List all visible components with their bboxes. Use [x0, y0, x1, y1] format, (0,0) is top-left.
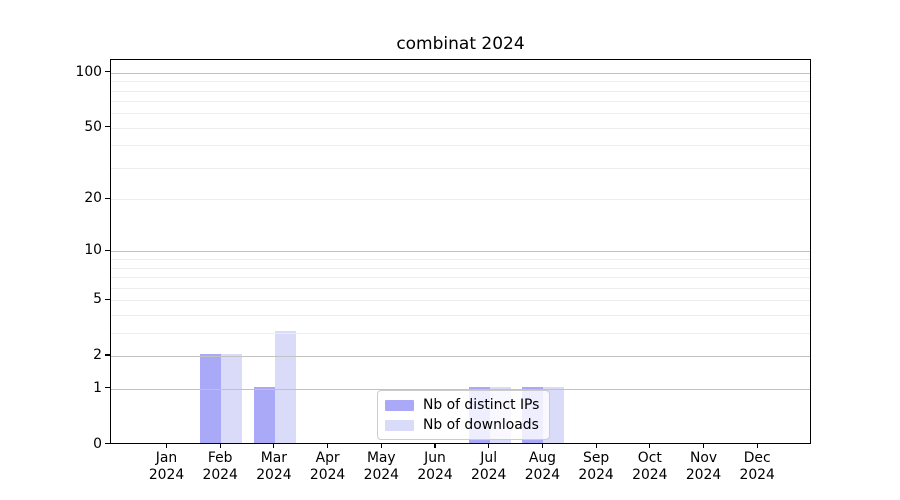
major-gridline	[111, 356, 810, 357]
y-tick-mark	[105, 354, 110, 356]
x-tick-month: Aug	[528, 450, 556, 466]
x-tick-year: 2024	[417, 467, 453, 483]
x-tick-label: Apr 2024	[298, 450, 358, 484]
x-tick-label: Sep 2024	[566, 450, 626, 484]
x-tick-mark	[380, 443, 382, 448]
y-tick-label: 20	[84, 190, 102, 207]
x-tick-label: Aug 2024	[512, 450, 572, 484]
x-tick-mark	[702, 443, 705, 448]
y-tick-label: 5	[93, 291, 102, 308]
minor-gridline	[111, 267, 810, 269]
x-tick-month: Apr	[315, 450, 340, 466]
x-tick-year: 2024	[471, 467, 507, 483]
x-tick-year: 2024	[578, 467, 614, 483]
y-tick-label: 50	[84, 118, 102, 135]
x-tick-mark	[649, 443, 651, 448]
minor-gridline	[111, 199, 810, 201]
x-tick-label: Mar 2024	[244, 450, 304, 484]
bar-feb-downloads	[221, 354, 243, 443]
x-tick-mark	[434, 443, 436, 448]
x-tick-label: Jul 2024	[459, 450, 519, 484]
x-tick-label: May 2024	[351, 450, 411, 484]
bar-mar-distinct-ips	[253, 386, 275, 443]
legend-swatch	[385, 420, 414, 431]
x-tick-mark	[541, 443, 543, 448]
x-tick-month: Sep	[583, 450, 610, 466]
y-tick-mark	[105, 197, 110, 199]
x-tick-label: Oct 2024	[620, 450, 680, 484]
x-tick-month: Jun	[424, 450, 446, 466]
x-tick-year: 2024	[739, 467, 775, 483]
minor-gridline	[111, 81, 810, 83]
minor-gridline	[111, 277, 810, 278]
minor-gridline	[111, 90, 810, 92]
major-gridline	[111, 388, 810, 390]
y-tick-label: 10	[84, 242, 102, 259]
major-gridline	[111, 251, 810, 253]
bar-feb-distinct-ips	[200, 354, 222, 443]
minor-gridline	[111, 127, 810, 129]
legend: Nb of distinct IPs Nb of downloads	[377, 390, 551, 440]
x-tick-mark	[488, 443, 490, 448]
legend-label: Nb of distinct IPs	[423, 397, 540, 413]
x-tick-month: Mar	[260, 450, 287, 466]
x-tick-mark	[327, 443, 329, 448]
x-tick-month: Nov	[689, 450, 718, 466]
minor-gridline	[111, 314, 810, 316]
minor-gridline	[111, 332, 810, 334]
x-tick-year: 2024	[524, 467, 561, 483]
x-tick-month: Feb	[207, 450, 233, 466]
x-tick-label: Dec 2024	[727, 450, 787, 484]
x-tick-month: Dec	[743, 450, 771, 466]
x-tick-month: May	[366, 450, 396, 466]
legend-item: Nb of distinct IPs	[385, 396, 539, 415]
minor-gridline	[111, 259, 810, 260]
minor-gridline	[111, 287, 810, 289]
x-tick-year: 2024	[632, 467, 668, 483]
x-tick-month: Jan	[155, 450, 178, 466]
x-tick-year: 2024	[685, 467, 722, 483]
legend-item: Nb of downloads	[385, 416, 539, 435]
x-tick-month: Jul	[480, 450, 498, 466]
x-tick-year: 2024	[256, 467, 292, 483]
x-tick-label: Jun 2024	[405, 450, 465, 484]
x-tick-year: 2024	[202, 467, 238, 483]
minor-gridline	[111, 167, 810, 169]
y-tick-mark	[105, 126, 110, 128]
x-tick-mark	[165, 443, 168, 448]
y-tick-label: 0	[93, 435, 102, 452]
x-tick-mark	[756, 443, 758, 448]
y-tick-mark	[105, 442, 110, 445]
x-tick-year: 2024	[148, 467, 185, 483]
y-tick-label: 2	[93, 347, 102, 363]
x-tick-year: 2024	[309, 467, 346, 483]
x-tick-label: Nov 2024	[674, 450, 734, 484]
minor-gridline	[111, 300, 810, 302]
legend-label: Nb of downloads	[423, 417, 539, 433]
y-tick-mark	[105, 249, 110, 251]
x-tick-mark	[219, 443, 221, 448]
y-tick-mark	[105, 387, 110, 389]
y-tick-label: 100	[75, 63, 102, 80]
x-tick-mark	[273, 443, 275, 448]
y-tick-mark	[105, 298, 110, 300]
minor-gridline	[111, 145, 810, 147]
x-tick-label: Jan 2024	[137, 450, 197, 484]
x-tick-label: Feb 2024	[190, 450, 250, 484]
x-tick-month: Oct	[637, 450, 662, 466]
x-tick-mark	[595, 443, 597, 448]
minor-gridline	[111, 113, 810, 115]
bar-mar-downloads	[274, 330, 296, 443]
x-tick-year: 2024	[363, 467, 399, 483]
minor-gridline	[111, 101, 810, 103]
plot-area: Nb of distinct IPs Nb of downloads	[110, 59, 811, 444]
legend-swatch	[385, 400, 414, 411]
chart-title: combinat 2024	[396, 34, 525, 54]
y-tick-label: 1	[93, 379, 102, 396]
major-gridline	[111, 72, 810, 74]
y-tick-mark	[105, 71, 110, 73]
